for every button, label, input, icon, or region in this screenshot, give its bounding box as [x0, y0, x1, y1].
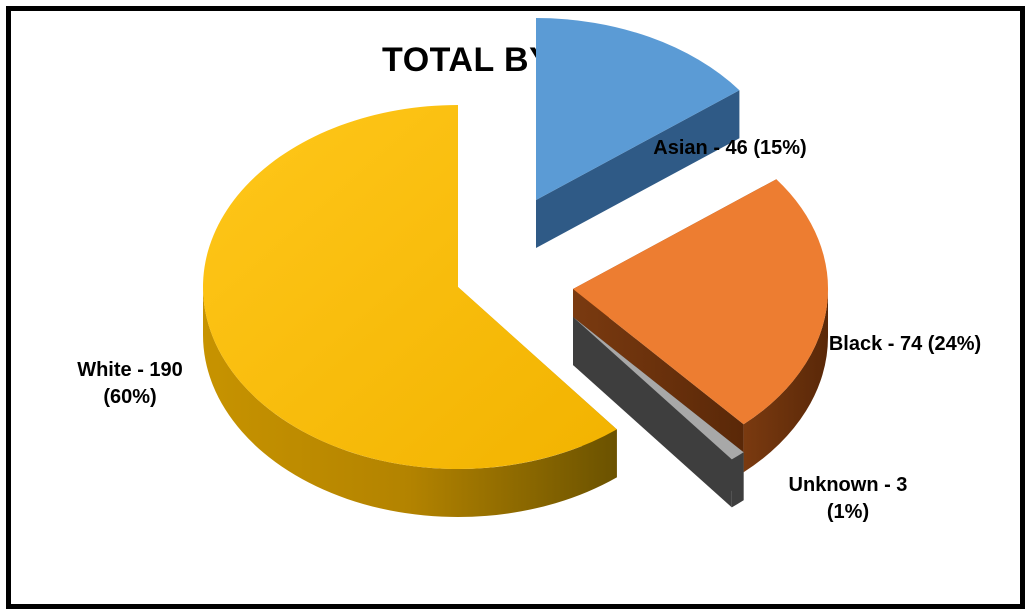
- pie-slice-unknown: [573, 317, 744, 508]
- data-label-line: White - 190: [77, 359, 183, 381]
- data-label-asian: Asian - 46 (15%): [653, 137, 806, 159]
- slice-top: [573, 179, 829, 425]
- slice-top: [202, 105, 617, 469]
- data-label-unknown: Unknown - 3 (1%): [789, 474, 908, 523]
- data-label-line: Asian - 46 (15%): [653, 137, 806, 159]
- slice-top: [536, 17, 740, 200]
- pie-slice-white: [202, 105, 617, 517]
- slice-wall: [536, 90, 740, 248]
- slice-rim: [203, 287, 617, 517]
- pie-slice-asian: [536, 17, 740, 248]
- data-label-line: (1%): [827, 501, 869, 523]
- slice-rim: [731, 452, 744, 508]
- data-label-black: Black - 74 (24%): [829, 333, 981, 355]
- slice-rim: [743, 289, 829, 473]
- data-label-line: (60%): [103, 386, 156, 408]
- data-label-white: White - 190 (60%): [77, 359, 183, 408]
- data-label-line: Black - 74 (24%): [829, 333, 981, 355]
- data-label-line: Unknown - 3: [789, 474, 908, 496]
- slice-top: [573, 317, 744, 460]
- slice-wall: [573, 317, 732, 508]
